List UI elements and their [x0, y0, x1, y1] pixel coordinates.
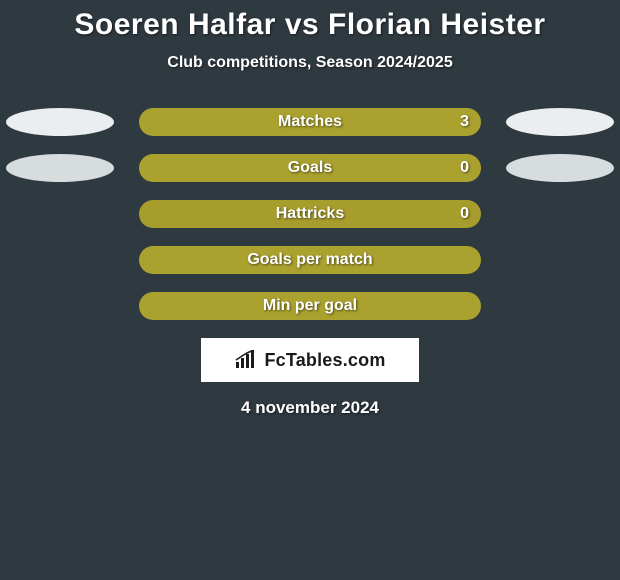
- stat-value: 3: [460, 113, 469, 131]
- bar-chart-icon: [234, 350, 258, 370]
- left-ellipse: [6, 154, 114, 182]
- stat-value: 0: [460, 159, 469, 177]
- stat-bar: Goals per match: [139, 246, 481, 274]
- stat-row-goals: Goals 0: [0, 154, 620, 182]
- date-label: 4 november 2024: [0, 398, 620, 418]
- brand-badge[interactable]: FcTables.com: [201, 338, 419, 382]
- stat-row-goals-per-match: Goals per match: [0, 246, 620, 274]
- brand-text: FcTables.com: [264, 350, 385, 371]
- right-ellipse: [506, 108, 614, 136]
- stat-label: Min per goal: [263, 297, 357, 315]
- stat-row-hattricks: Hattricks 0: [0, 200, 620, 228]
- stat-label: Goals per match: [247, 251, 372, 269]
- stat-row-min-per-goal: Min per goal: [0, 292, 620, 320]
- page-title: Soeren Halfar vs Florian Heister: [0, 0, 620, 42]
- stat-row-matches: Matches 3: [0, 108, 620, 136]
- page-subtitle: Club competitions, Season 2024/2025: [0, 54, 620, 72]
- stat-label: Hattricks: [276, 205, 344, 223]
- right-ellipse: [506, 154, 614, 182]
- stat-rows: Matches 3 Goals 0 Hattricks 0 Goals per …: [0, 108, 620, 320]
- stat-label: Goals: [288, 159, 332, 177]
- stat-bar: Min per goal: [139, 292, 481, 320]
- stat-bar: Matches 3: [139, 108, 481, 136]
- stat-bar: Hattricks 0: [139, 200, 481, 228]
- stat-label: Matches: [278, 113, 342, 131]
- left-ellipse: [6, 108, 114, 136]
- stat-bar: Goals 0: [139, 154, 481, 182]
- stat-value: 0: [460, 205, 469, 223]
